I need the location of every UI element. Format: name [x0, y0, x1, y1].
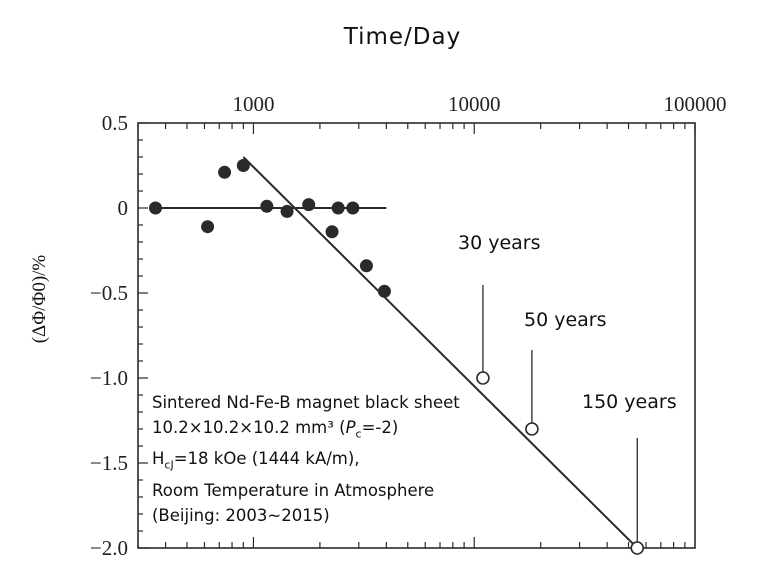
annotation-line-dimensions: 10.2×10.2×10.2 mm³ (Pc=-2) — [152, 415, 460, 446]
annotation-line-conditions: Room Temperature in Atmosphere — [152, 480, 435, 500]
annotation-hcj-value: =18 kOe (1444 kA/m), — [173, 449, 360, 469]
callout-label-150-years: 150 years — [582, 391, 677, 413]
y-tick-label: −1.0 — [90, 366, 128, 390]
annotation-line-location: (Beijing: 2003~2015) — [152, 505, 330, 525]
data-point-measured — [236, 159, 250, 172]
annotation-line-coercivity: HcJ=18 kOe (1444 kA/m), — [152, 446, 460, 477]
plot-frame — [137, 122, 696, 549]
fit-line-degradation-trend — [242, 156, 638, 549]
callout-label-50-years: 50 years — [524, 309, 607, 331]
data-point-measured — [359, 259, 373, 273]
data-point-measured — [280, 204, 294, 218]
data-point-measured — [346, 201, 360, 215]
data-point-measured — [331, 201, 345, 215]
y-tick-label: −2.0 — [90, 536, 128, 560]
data-point-measured — [325, 225, 339, 239]
chart-title: Time/Day — [343, 24, 462, 50]
data-point-measured — [377, 284, 391, 298]
annotation-hcj-subscript: cJ — [164, 458, 174, 472]
data-point-measured — [302, 198, 316, 212]
y-tick-label: 0.5 — [102, 111, 128, 135]
x-tick-label: 100000 — [664, 92, 727, 116]
x-tick-label: 1000 — [232, 92, 274, 116]
annotation-pc-value: =-2) — [361, 418, 399, 437]
annotation-box: Sintered Nd-Fe-B magnet black sheet 10.2… — [152, 390, 460, 528]
y-tick-label: −1.5 — [90, 451, 128, 475]
y-axis-label: (ΔΦ/Φ0)/% — [29, 254, 50, 344]
data-point-extrapolated — [630, 541, 645, 555]
y-tick-label: −0.5 — [90, 281, 128, 305]
data-point-extrapolated — [476, 371, 490, 385]
callout-label-30-years: 30 years — [458, 232, 541, 254]
y-tick-label: 0 — [118, 196, 129, 220]
annotation-dimensions-text: 10.2×10.2×10.2 mm³ ( — [152, 418, 346, 437]
data-point-measured — [260, 199, 274, 213]
data-point-extrapolated — [525, 422, 539, 436]
annotation-pc-subscript: c — [355, 427, 362, 441]
x-tick-label: 10000 — [448, 92, 501, 116]
data-point-measured — [218, 165, 232, 179]
annotation-pc-symbol: P — [345, 418, 356, 437]
data-point-measured — [148, 201, 162, 215]
annotation-line-material: Sintered Nd-Fe-B magnet black sheet — [152, 393, 460, 412]
annotation-hcj-symbol: H — [152, 449, 165, 469]
data-point-measured — [201, 220, 215, 234]
